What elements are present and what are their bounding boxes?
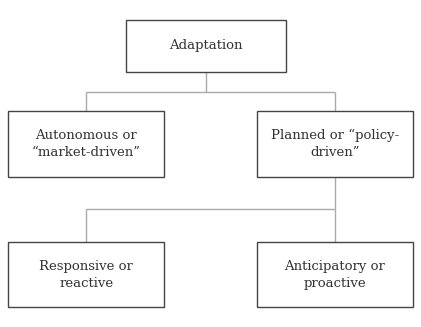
Text: Autonomous or
“market-driven”: Autonomous or “market-driven” (32, 129, 141, 159)
Text: Anticipatory or
proactive: Anticipatory or proactive (284, 260, 385, 290)
FancyBboxPatch shape (126, 20, 286, 72)
Text: Responsive or
reactive: Responsive or reactive (40, 260, 133, 290)
FancyBboxPatch shape (257, 242, 413, 307)
Text: Adaptation: Adaptation (170, 39, 243, 52)
FancyBboxPatch shape (257, 111, 413, 177)
Text: Planned or “policy-
driven”: Planned or “policy- driven” (271, 129, 399, 159)
FancyBboxPatch shape (8, 111, 164, 177)
FancyBboxPatch shape (8, 242, 164, 307)
